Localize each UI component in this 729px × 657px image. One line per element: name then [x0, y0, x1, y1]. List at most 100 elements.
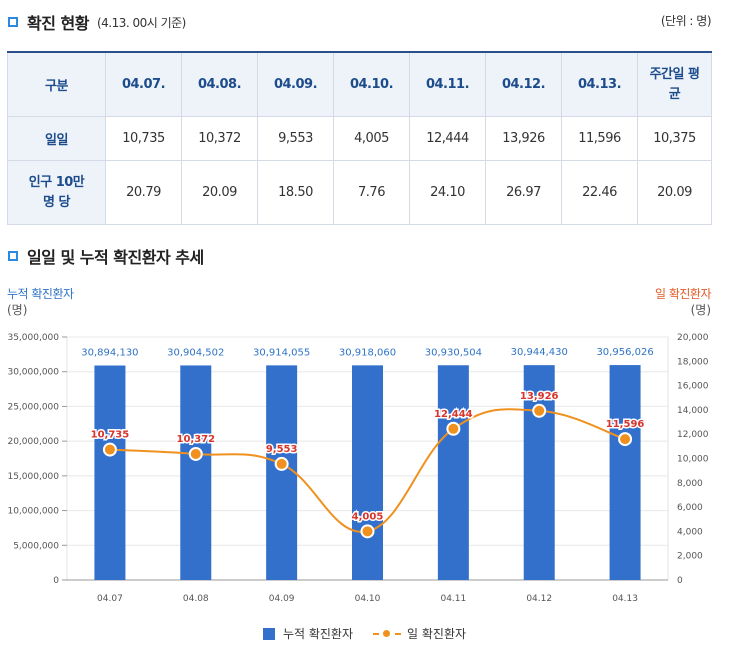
daily-cases-point	[188, 446, 203, 461]
left-tick-label: 30,000,000	[7, 368, 59, 378]
table-cell: 4,005	[333, 116, 410, 161]
legend-item-cumulative: 누적 확진환자	[262, 625, 354, 642]
table-cell: 26.97	[485, 160, 562, 225]
table-cell: 10,372	[181, 116, 258, 161]
bar	[523, 365, 555, 580]
bar-value-label: 30,930,504	[425, 347, 482, 358]
bar-value-label: 30,894,130	[81, 348, 138, 359]
x-tick-label: 04.13	[612, 594, 638, 604]
x-tick-label: 04.09	[269, 594, 295, 604]
x-tick-label: 04.11	[440, 594, 466, 604]
daily-cases-point	[274, 456, 289, 471]
left-tick-label: 35,000,000	[7, 333, 59, 343]
table-cell: 20.09	[637, 160, 712, 225]
table-cell: 13,926	[485, 116, 562, 161]
x-tick-label: 04.12	[526, 594, 552, 604]
trend-section-title: 일일 및 누적 확진환자 추세	[27, 248, 204, 267]
right-tick-label: 10,000	[677, 455, 709, 465]
left-axis-title: 누적 확진환자	[7, 287, 74, 301]
table-header-cell: 04.11.	[409, 52, 486, 117]
table-cell: 18.50	[257, 160, 334, 225]
table-header-cell: 04.12.	[485, 52, 562, 117]
right-tick-label: 12,000	[677, 430, 709, 440]
table-cell: 20.09	[181, 160, 258, 225]
daily-cases-point	[360, 524, 375, 539]
left-axis-unit: (명)	[7, 303, 28, 317]
table-header-cell: 주간일 평균	[637, 52, 712, 117]
left-tick-label: 20,000,000	[7, 437, 59, 447]
table-cell: 10,375	[637, 116, 712, 161]
daily-cases-point	[102, 442, 117, 457]
table-cell: 20.79	[105, 160, 182, 225]
bar	[437, 365, 469, 580]
left-tick-label: 15,000,000	[7, 472, 59, 482]
x-tick-label: 04.10	[355, 594, 381, 604]
table-header-cell: 04.08.	[181, 52, 258, 117]
daily-value-label: 10,372	[176, 434, 215, 445]
daily-value-label: 11,596	[606, 419, 645, 430]
right-tick-label: 4,000	[677, 527, 703, 537]
right-tick-label: 16,000	[677, 382, 709, 392]
daily-cases-point	[532, 403, 547, 418]
bar-value-label: 30,904,502	[167, 347, 224, 358]
table-header-cell: 04.07.	[105, 52, 182, 117]
bar	[180, 365, 212, 580]
stats-table: 구분 04.07. 04.08. 04.09. 04.10. 04.11. 04…	[7, 51, 712, 225]
bar-value-label: 30,918,060	[339, 347, 396, 358]
right-tick-label: 8,000	[677, 479, 703, 489]
bar	[94, 365, 126, 580]
table-header-cell: 04.09.	[257, 52, 334, 117]
table-cell: 22.46	[561, 160, 638, 225]
right-axis-unit: (명)	[690, 303, 711, 317]
table-cell: 7.76	[333, 160, 410, 225]
trend-section-header: 일일 및 누적 확진환자 추세	[8, 244, 204, 268]
status-section-header: 확진 현황 (4.13. 00시 기준)	[8, 10, 186, 34]
right-axis-title: 일 확진환자	[654, 287, 712, 301]
daily-value-label: 10,735	[91, 430, 130, 441]
bar	[352, 365, 383, 580]
chart-legend: 누적 확진환자 일 확진환자	[0, 625, 729, 642]
table-cell: 11,596	[561, 116, 638, 161]
right-tick-label: 0	[677, 576, 683, 586]
status-section-title: 확진 현황	[27, 14, 89, 33]
left-tick-label: 25,000,000	[7, 402, 59, 412]
table-cell: 9,553	[257, 116, 334, 161]
bar	[266, 365, 298, 580]
table-header-cell: 04.13.	[561, 52, 638, 117]
daily-cases-point	[618, 432, 633, 447]
right-tick-label: 6,000	[677, 503, 703, 513]
bar-value-label: 30,944,430	[511, 347, 568, 358]
bar-value-label: 30,914,055	[253, 347, 310, 358]
daily-value-label: 4,005	[352, 511, 384, 522]
left-tick-label: 5,000,000	[13, 541, 59, 551]
row-label: 인구 10만 명 당	[7, 160, 106, 225]
bar	[609, 365, 641, 580]
right-tick-label: 14,000	[677, 406, 709, 416]
section-square-icon	[8, 251, 18, 261]
trend-chart: 0 5,000,000 10,000,000 15,000,000 20,000,000…	[7, 333, 709, 604]
bar-value-label: 30,956,026	[596, 347, 653, 358]
daily-value-label: 9,553	[266, 444, 298, 455]
right-tick-label: 18,000	[677, 357, 709, 367]
x-tick-label: 04.08	[183, 594, 209, 604]
daily-cases-point	[446, 421, 461, 436]
status-section-subtitle: (4.13. 00시 기준)	[96, 15, 186, 30]
legend-label: 누적 확진환자	[282, 627, 354, 641]
x-tick-label: 04.07	[97, 594, 123, 604]
table-row: 인구 10만 명 당 20.79 20.09 18.50 7.76 24.10 …	[7, 160, 712, 225]
daily-value-label: 12,444	[434, 409, 473, 420]
legend-line-swatch	[373, 628, 402, 640]
left-tick-label: 0	[53, 576, 59, 586]
left-tick-label: 10,000,000	[7, 507, 59, 517]
section-square-icon	[8, 17, 18, 27]
legend-item-daily: 일 확진환자	[373, 625, 466, 642]
legend-bar-swatch	[262, 627, 275, 640]
right-tick-label: 20,000	[677, 333, 709, 343]
legend-label: 일 확진환자	[407, 627, 467, 641]
right-tick-label: 2,000	[677, 552, 703, 562]
table-header-row: 구분 04.07. 04.08. 04.09. 04.10. 04.11. 04…	[7, 52, 712, 117]
daily-value-label: 13,926	[520, 391, 559, 402]
unit-label: (단위 : 명)	[660, 14, 712, 28]
row-label: 일일	[7, 116, 106, 161]
table-header-cell: 구분	[7, 52, 106, 117]
